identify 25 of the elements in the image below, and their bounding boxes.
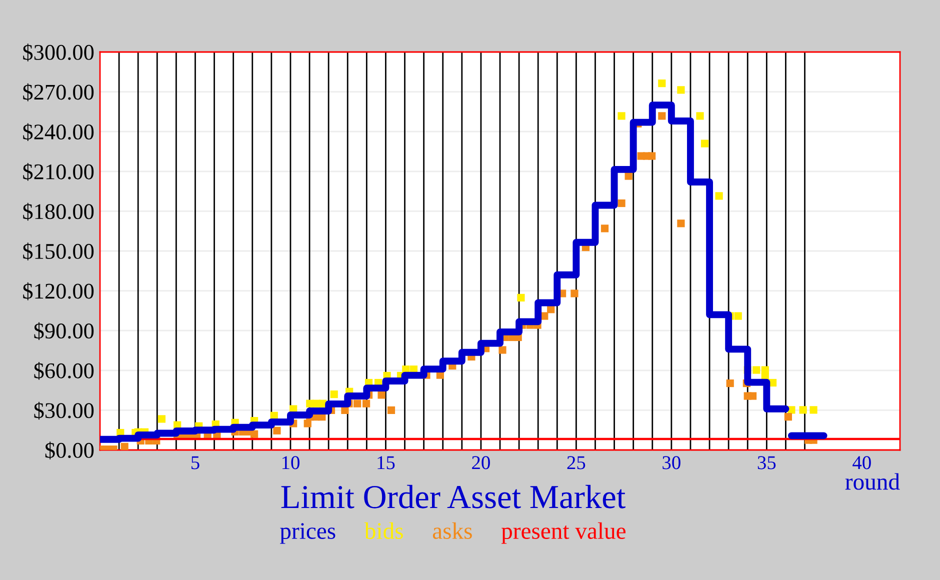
y-tick-label: $60.00 (34, 362, 94, 380)
y-tick-label: $240.00 (23, 123, 94, 142)
y-tick-label: $120.00 (23, 282, 94, 300)
y-tick-label: $180.00 (23, 202, 94, 221)
y-tick-label: $150.00 (23, 242, 94, 260)
x-tick-label: 30 (662, 456, 680, 470)
x-tick-label: 25 (567, 456, 586, 470)
y-tick-label: $30.00 (34, 402, 94, 420)
x-tick-label: 20 (472, 456, 490, 470)
x-tick-label: 40 (852, 456, 871, 470)
text: prices (280, 523, 336, 544)
y-tick-label: $300.00 (23, 44, 94, 62)
x-tick-label: 10 (282, 456, 300, 470)
text: asks (432, 522, 472, 539)
x-tick-label: 15 (378, 456, 395, 470)
y-tick-label: $210.00 (23, 163, 94, 181)
text: Limit Order Asset Market (281, 484, 626, 508)
text: present value (501, 522, 626, 544)
y-tick-label: $90.00 (34, 322, 94, 340)
y-tick-label: $270.00 (23, 83, 94, 102)
x-tick-label: 5 (192, 456, 200, 470)
x-axis-title: round (845, 473, 900, 490)
text: bids (364, 522, 403, 539)
y-tick-label: $0.00 (45, 442, 94, 460)
x-tick-label: 35 (758, 456, 776, 470)
